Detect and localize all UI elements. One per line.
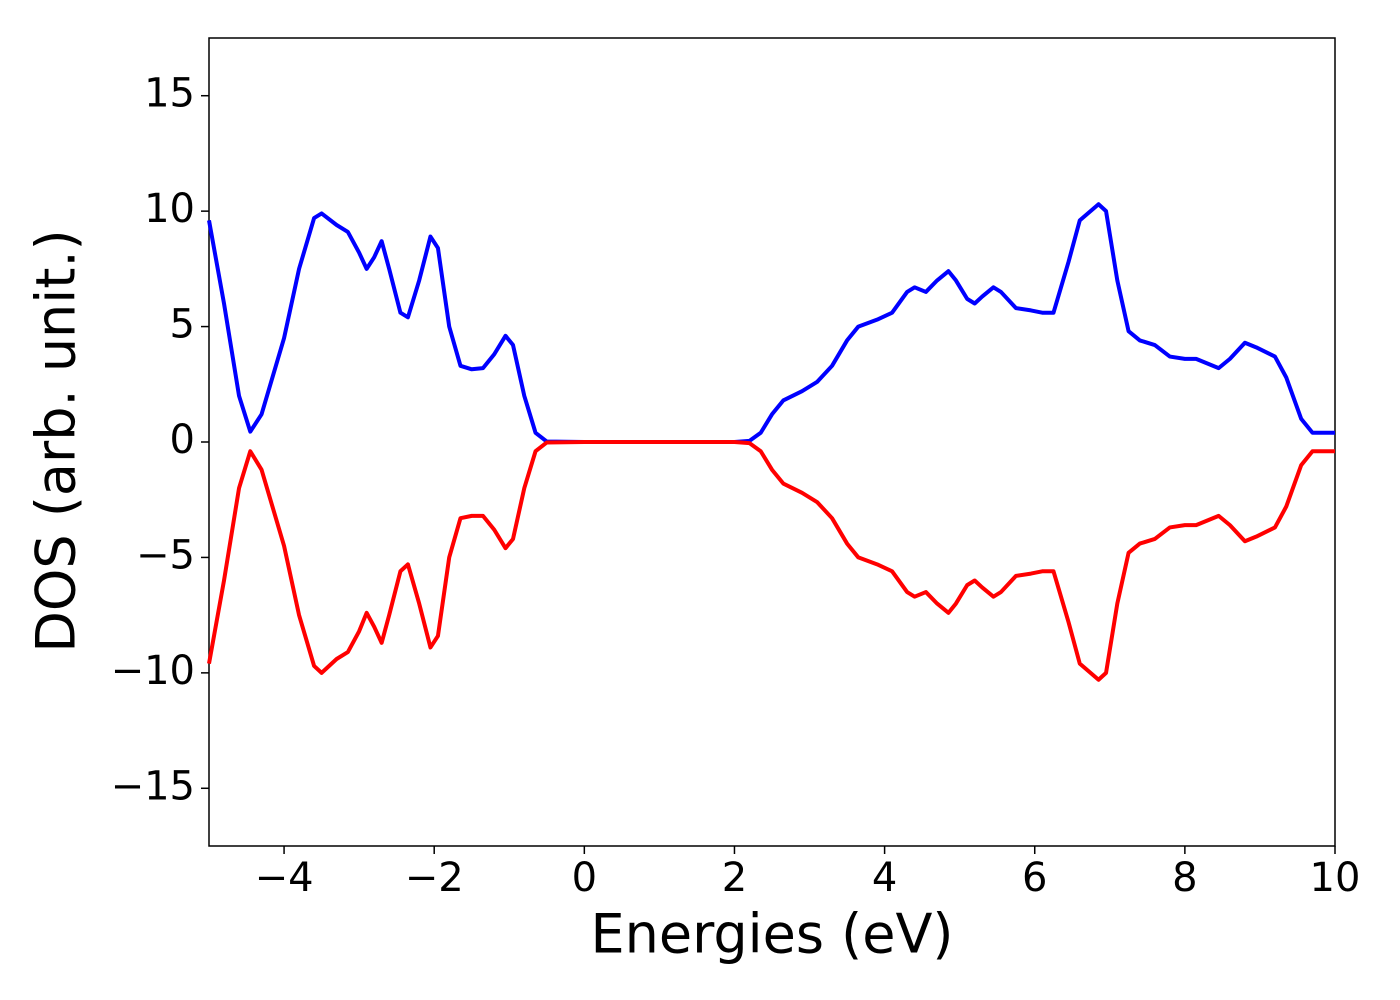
x-tick-label: 2 xyxy=(722,855,747,901)
series-line xyxy=(207,440,1335,682)
plot-frame xyxy=(208,37,1336,847)
x-tick-label: −4 xyxy=(255,855,314,901)
y-tick-label: 10 xyxy=(144,186,195,232)
x-tick-label: 0 xyxy=(572,855,597,901)
y-axis-label: DOS (arb. unit.) xyxy=(25,229,88,652)
y-tick-label: −10 xyxy=(111,648,195,694)
y-tick-label: 5 xyxy=(170,302,195,348)
x-tick-label: −2 xyxy=(405,855,464,901)
x-tick-label: 6 xyxy=(1022,855,1047,901)
x-tick-label: 8 xyxy=(1172,855,1197,901)
y-tick-label: 0 xyxy=(170,417,195,463)
series-line xyxy=(207,202,1335,444)
x-tick-label: 10 xyxy=(1310,855,1361,901)
y-tick-label: 15 xyxy=(144,71,195,117)
x-axis-label: Energies (eV) xyxy=(591,903,954,966)
x-tick-label: 4 xyxy=(872,855,897,901)
y-tick-label: −15 xyxy=(111,763,195,809)
y-tick-label: −5 xyxy=(136,532,195,578)
